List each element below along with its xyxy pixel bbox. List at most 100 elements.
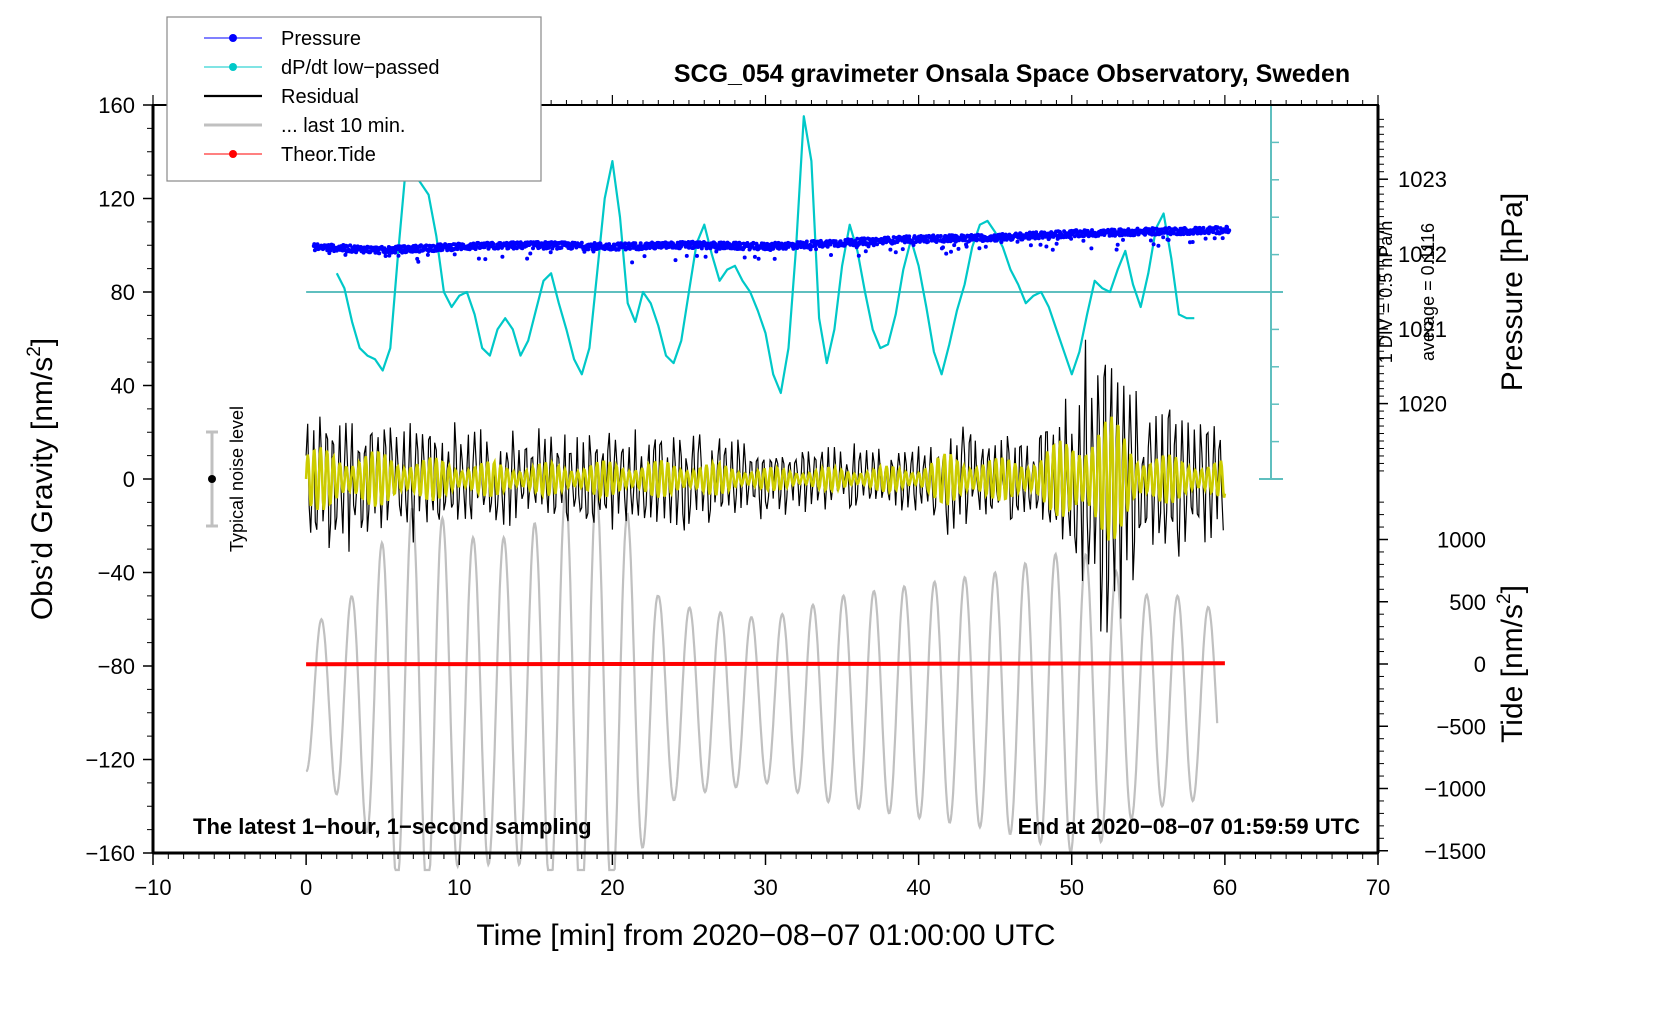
pressure-point [483,257,488,262]
legend-label: dP/dt low−passed [281,57,439,79]
pressure-point [856,253,861,258]
noise-indicator [206,430,218,528]
pressure-point [756,256,761,261]
pressure-point [1038,242,1043,247]
pressure-axis-ticks: 1023 1022 1021 1020 [1378,118,1447,472]
pressure-point [1040,235,1045,240]
pressure-point [1156,243,1161,248]
series-last-10-min [305,487,1219,872]
tide-title-sup: 2 [1494,593,1515,604]
pressure-point [902,240,907,245]
pressure-point [804,239,809,244]
pressure-point [476,256,481,261]
pressure-point [396,253,401,258]
pressure-point [1081,238,1086,243]
pressure-point [999,240,1004,245]
pressure-point [312,248,317,253]
x-tick-label: 40 [906,875,930,900]
pressure-point [1181,232,1186,237]
x-tick-label: 20 [600,875,624,900]
pressure-point [1036,236,1041,241]
pressure-point [738,241,743,246]
pressure-point [591,249,596,254]
sampling-note: The latest 1−hour, 1−second sampling [193,814,592,839]
pressure-point [1220,236,1225,241]
pressure-point [548,250,553,255]
pressure-point [964,244,969,249]
series-theor-tide [306,661,1225,667]
pressure-point [855,236,860,241]
pressure-point [1203,236,1208,241]
pressure-tick-label: 1020 [1398,392,1447,417]
pressure-point [1166,238,1171,242]
series-residual [305,339,1224,633]
pressure-point [1227,228,1232,233]
pressure-point [1069,236,1074,241]
pressure-point [1212,236,1217,241]
pressure-point [977,246,982,251]
pressure-point [929,238,934,243]
series-pressure [311,224,1232,265]
x-tick-label: 10 [447,875,471,900]
y-left-tick-label: 160 [98,93,135,118]
pressure-point [983,244,988,249]
y-left-tick-label: −160 [85,841,135,866]
y-left-axis-ticks: 160 120 80 40 0 −40 −80 −120 −160 [85,93,153,866]
pressure-point [952,243,957,248]
pressure-tick-label: 1023 [1398,167,1447,192]
y-left-tick-label: 120 [98,187,135,212]
pressure-point [713,241,718,246]
pressure-point [638,241,643,246]
legend-label: Residual [281,86,359,108]
pressure-point [1028,243,1033,248]
chart-title: SCG_054 gravimeter Onsala Space Observat… [674,60,1350,88]
pressure-point [387,253,392,258]
pressure-point [1121,237,1125,242]
legend-label: ... last 10 min. [281,115,406,137]
pressure-point [875,242,880,247]
pressure-point [377,251,382,256]
pressure-axis-title: Pressure [hPa] [1496,193,1529,391]
pressure-point [1044,244,1049,249]
pressure-point [633,241,638,246]
pressure-point [525,256,530,261]
pressure-point [1215,225,1220,230]
pressure-point [383,254,388,258]
pressure-point [500,254,505,259]
pressure-point [452,252,457,257]
dpdt-average-label: average = 0.1116 [1418,223,1438,361]
end-time-note: End at 2020−08−07 01:59:59 UTC [1018,814,1361,839]
pressure-point [871,243,876,248]
pressure-point [514,246,519,251]
x-tick-label: 0 [300,875,312,900]
y-left-tick-label: −120 [85,748,135,773]
pressure-point [695,253,699,258]
pressure-point [808,247,813,252]
pressure-point [628,246,632,251]
dpdt-line [335,115,1195,395]
y-left-tick-label: −80 [98,654,135,679]
pressure-tick-label: 1021 [1398,317,1447,342]
pressure-point [907,234,912,239]
legend-swatch-dot [229,34,237,42]
y-left-tick-label: 80 [111,280,135,305]
pressure-point [900,247,905,252]
pressure-point [1201,225,1206,230]
pressure-point [684,253,689,258]
pressure-point [1148,238,1153,243]
pressure-point [911,243,916,247]
y-left-title-end: ] [26,338,59,346]
pressure-point [863,249,868,254]
pressure-point [949,249,953,254]
pressure-point [419,243,423,248]
pressure-point [425,252,430,257]
pressure-point [1050,247,1055,252]
pressure-point [938,234,943,238]
y-left-title-sup: 2 [24,346,45,357]
pressure-point [752,254,757,259]
x-tick-label: 60 [1213,875,1237,900]
pressure-point [1197,225,1202,230]
pressure-point [1154,226,1159,231]
last-10-min-line [305,487,1219,872]
